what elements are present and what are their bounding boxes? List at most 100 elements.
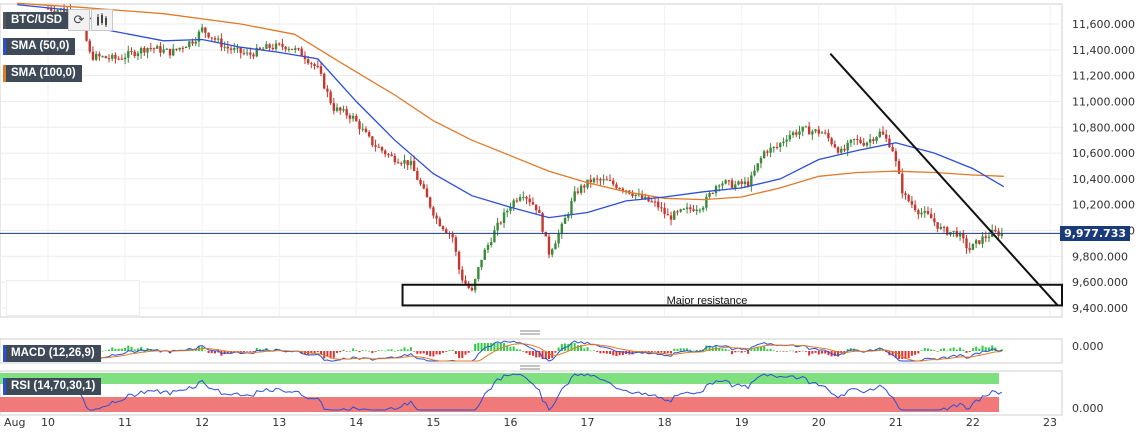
macd-bar <box>599 351 602 354</box>
candle-body <box>85 24 88 41</box>
macd-bar <box>368 350 371 352</box>
candle-body <box>400 163 403 165</box>
sma-50-line <box>17 3 1005 219</box>
macd-bar <box>242 351 245 353</box>
candle-body <box>133 51 136 57</box>
candle-body <box>419 179 422 185</box>
macd-tick: 0.000 <box>1072 340 1104 353</box>
macd-bar <box>560 344 563 351</box>
candle-body <box>981 236 984 244</box>
y-tick-label: 11,200.000 <box>1072 70 1135 83</box>
macd-bar <box>939 348 942 351</box>
macd-bar <box>390 349 393 351</box>
candle-body <box>682 208 686 210</box>
macd-bar <box>618 351 621 356</box>
macd-bar <box>776 351 779 352</box>
candle-body <box>795 132 798 135</box>
sma100-label[interactable]: SMA (100,0) <box>3 65 82 82</box>
candle-body <box>155 46 159 49</box>
candle-body <box>384 150 387 155</box>
rsi-oversold-zone <box>0 397 999 412</box>
candle-body <box>843 148 846 151</box>
macd-bar <box>827 351 830 356</box>
candle-body <box>406 160 409 166</box>
sma50-label[interactable]: SMA (50,0) <box>3 38 76 55</box>
macd-bar <box>740 351 743 353</box>
macd-bar <box>345 351 348 352</box>
candle-body <box>438 218 442 227</box>
candle-body <box>679 209 682 212</box>
macd-bar <box>743 351 746 352</box>
y-axis-ticks: 11,600.000 11,400.000 11,200.000 11,000.000… <box>1072 18 1135 315</box>
macd-bar <box>718 347 721 351</box>
candle-body <box>804 126 808 128</box>
macd-bar <box>435 351 438 355</box>
macd-bar <box>772 350 775 351</box>
macd-bar <box>310 351 313 354</box>
macd-bar <box>358 351 361 353</box>
macd-bar <box>801 350 804 352</box>
sma-100-line <box>17 2 1004 201</box>
candle-body <box>872 139 875 141</box>
macd-bar <box>695 349 698 351</box>
candle-body <box>200 27 204 32</box>
candle-body <box>489 242 493 246</box>
candle-body <box>644 196 647 199</box>
macd-bar <box>207 351 210 354</box>
macd-bar <box>968 351 971 352</box>
macd-bar <box>811 351 814 354</box>
candle-body <box>162 49 165 53</box>
candle-body <box>380 147 384 151</box>
rsi-label[interactable]: RSI (14,70,30,1) <box>3 378 102 395</box>
candle-body <box>897 161 901 174</box>
macd-bar <box>926 348 929 351</box>
candle-body <box>342 109 345 111</box>
candle-body <box>114 54 117 59</box>
candle-body <box>692 209 695 212</box>
macd-bar <box>323 351 326 359</box>
macd-label[interactable]: MACD (12,26,9) <box>3 345 101 362</box>
refresh-button[interactable]: ⟳ <box>68 9 90 31</box>
macd-bar <box>461 351 464 359</box>
macd-bar <box>233 351 236 352</box>
candle-body <box>204 27 207 33</box>
candle-body <box>762 151 766 158</box>
y-tick-label: 10,200.000 <box>1072 199 1135 212</box>
symbol-label[interactable]: BTC/USD <box>3 12 69 29</box>
panel-resize-handle[interactable] <box>520 365 540 370</box>
macd-bar <box>496 343 499 351</box>
macd-bar <box>567 344 570 351</box>
candle-body <box>146 47 149 53</box>
candle-body <box>766 151 769 153</box>
candle-body <box>846 142 849 151</box>
y-tick-label: 9,800.000 <box>1072 250 1128 263</box>
chart-type-button[interactable] <box>91 9 113 31</box>
candle-body <box>255 47 258 57</box>
macd-bar <box>515 349 518 351</box>
macd-bar <box>923 348 926 351</box>
candle-body <box>483 249 486 260</box>
candle-body <box>849 139 853 143</box>
panel-resize-handle[interactable] <box>520 330 540 335</box>
macd-bar <box>329 351 332 359</box>
macd-bar <box>326 351 329 357</box>
macd-bar <box>782 351 785 352</box>
candle-body <box>814 129 817 132</box>
candle-body <box>759 157 763 164</box>
macd-bar <box>525 351 528 354</box>
macd-bar <box>127 345 130 351</box>
symbol-text: BTC/USD <box>11 14 63 26</box>
candle-body <box>313 63 316 67</box>
candle-body <box>962 233 965 239</box>
candle-body <box>827 133 830 139</box>
macd-bar <box>756 346 759 351</box>
macd-bar <box>249 351 252 352</box>
candle-body <box>618 188 621 190</box>
macd-bar <box>898 351 901 359</box>
macd-bar <box>602 351 605 354</box>
macd-bar <box>692 350 695 352</box>
macd-bar <box>955 349 958 351</box>
macd-bar <box>554 351 557 353</box>
macd-bar <box>795 351 798 353</box>
candle-body <box>782 141 785 144</box>
